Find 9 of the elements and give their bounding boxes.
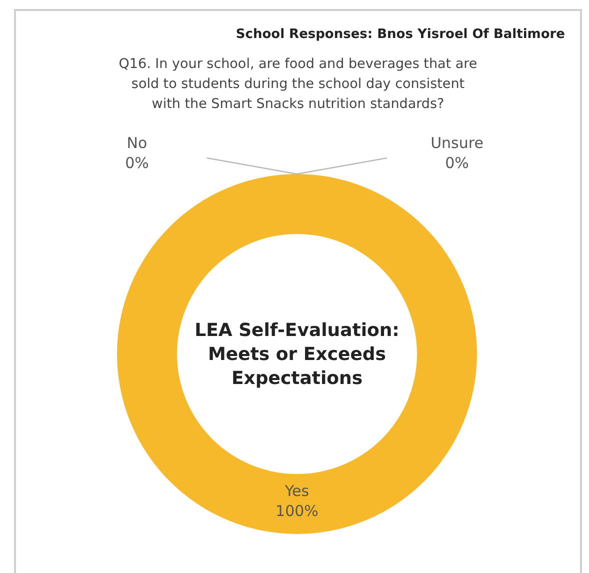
text: LEA Self-Evaluation: Meets or Exceeds Expectations <box>194 320 400 389</box>
category-label: No <box>126 134 148 152</box>
chart-title: School Responses: Bnos Yisroel Of Baltimore <box>236 27 566 42</box>
data-label: 100% <box>276 502 318 520</box>
text: 0% <box>445 154 469 172</box>
slice-label: Yes <box>284 482 310 500</box>
category-label: Unsure <box>430 134 484 152</box>
text: 0% <box>125 154 149 172</box>
chart-subtitle: Q16. In your school, are food and beverages that are sold to students during the school day consistent with the Smart Snacks nutrition standards? <box>118 56 478 112</box>
